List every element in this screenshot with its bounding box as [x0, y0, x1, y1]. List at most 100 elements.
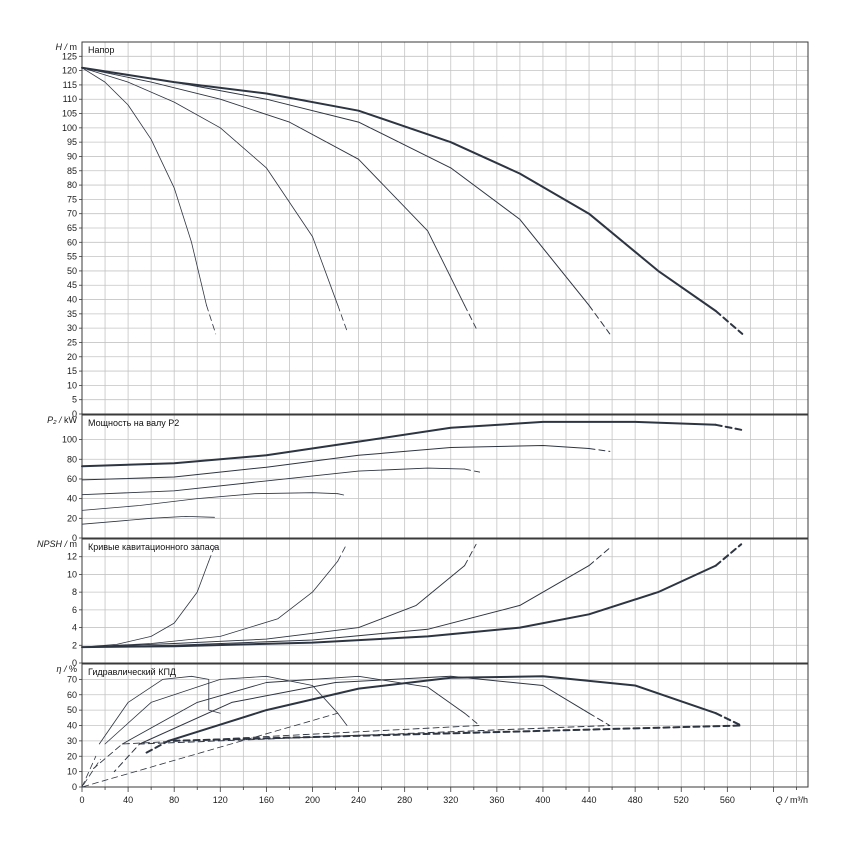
x-tick-label: 560: [720, 795, 735, 805]
curve-1-dashed: [208, 543, 217, 562]
y-tick-label: 10: [67, 380, 77, 390]
y-tick-label: 12: [67, 552, 77, 562]
curve-2: [81, 560, 339, 648]
y-tick-label: 0: [72, 658, 77, 668]
y-tick-label: 20: [67, 352, 77, 362]
grid: [82, 664, 808, 787]
curve-5-dashed: [714, 310, 744, 335]
curve-4: [139, 675, 590, 745]
y-tick-label: 125: [62, 51, 77, 61]
curve-3-dashed: [464, 304, 477, 329]
panel-title: Мощность на валу P2: [88, 418, 179, 428]
y-tick-label: 65: [67, 223, 77, 233]
y-tick-label: 8: [72, 587, 77, 597]
x-tick-label: 200: [305, 795, 320, 805]
panel-1: 0 5 10 15 20 25 30 35 40 45 50 55 60 65 70 75 80 85 90 95 10…: [55, 41, 809, 419]
curve-5: [81, 66, 717, 312]
curve-5: [81, 420, 717, 468]
y-tick-label: 40: [67, 295, 77, 305]
panel-title: Напор: [88, 45, 114, 55]
y-tick-label: 0: [72, 533, 77, 543]
y-tick-label: 80: [67, 454, 77, 464]
x-tick-label: 360: [489, 795, 504, 805]
y-tick-label: 85: [67, 166, 77, 176]
panel-4: 0 10 20 30 40 50 60 70η / % Гидравлический КПД 0 4…: [56, 663, 809, 805]
curve-4-dashed: [588, 547, 611, 567]
y-tick-label: 120: [62, 66, 77, 76]
curve-2: [104, 675, 339, 745]
y-axis-label: NPSH / m: [37, 539, 77, 549]
curve-4-dashed: [588, 304, 611, 335]
y-axis-label: H / m: [55, 42, 77, 52]
y-tick-label: 100: [62, 123, 77, 133]
curve-5: [81, 564, 717, 649]
y-tick-label: 2: [72, 640, 77, 650]
curve-3: [81, 565, 466, 648]
x-tick-label: 240: [351, 795, 366, 805]
y-tick-label: 5: [72, 395, 77, 405]
x-tick-label: 320: [443, 795, 458, 805]
panel-title: Гидравлический КПД: [88, 667, 176, 677]
x-tick-label: 120: [213, 795, 228, 805]
y-tick-label: 10: [67, 569, 77, 579]
y-tick-label: 110: [63, 94, 77, 104]
y-tick-label: 0: [72, 409, 77, 419]
y-tick-label: 105: [62, 109, 77, 119]
y-tick-label: 45: [67, 280, 77, 290]
x-tick-label: 40: [123, 795, 133, 805]
x-axis-label: Q / m³/h: [775, 795, 808, 805]
y-tick-label: 55: [67, 252, 77, 262]
panel-frame: [81, 414, 809, 539]
curve-3: [81, 67, 466, 306]
curve-2: [81, 67, 339, 306]
curve-5-dashed: [714, 543, 743, 567]
y-axis-label: P₂ / kW: [47, 415, 77, 425]
curve-2-dashed: [81, 712, 348, 788]
y-tick-label: 35: [67, 309, 77, 319]
curve-5: [167, 675, 717, 742]
x-tick-label: 160: [259, 795, 274, 805]
y-tick-label: 25: [67, 337, 77, 347]
grid: [82, 415, 808, 538]
curve-3-dashed: [464, 468, 481, 473]
y-tick-label: 20: [67, 513, 77, 523]
y-tick-label: 70: [67, 674, 77, 684]
curve-5-dashed: [714, 423, 743, 431]
y-tick-label: 30: [67, 736, 77, 746]
y-tick-label: 115: [63, 80, 77, 90]
x-tick-label: 520: [674, 795, 689, 805]
curve-2-dashed: [337, 543, 348, 562]
curve-1: [81, 67, 207, 306]
y-tick-label: 0: [72, 782, 77, 792]
y-tick-label: 90: [67, 151, 77, 161]
y-tick-label: 70: [67, 209, 77, 219]
curve-3-dashed: [93, 712, 481, 769]
curve-1: [81, 560, 210, 648]
panel-3: 0 2 4 6 8 10 12 NPSH / m Кривые кавитационного з…: [37, 538, 809, 668]
curve-3: [81, 467, 466, 496]
x-tick-label: 440: [582, 795, 597, 805]
y-tick-label: 15: [67, 366, 77, 376]
x-tick-label: 400: [535, 795, 550, 805]
y-tick-label: 40: [67, 721, 77, 731]
y-axis-label: η / %: [56, 664, 77, 674]
curve-5-dashed: [144, 712, 743, 755]
y-tick-label: 80: [67, 180, 77, 190]
x-tick-label: 480: [628, 795, 643, 805]
y-tick-label: 4: [72, 623, 77, 633]
grid: [82, 42, 808, 414]
y-tick-label: 75: [67, 194, 77, 204]
curve-3-dashed: [464, 543, 477, 567]
curve-2-dashed: [337, 493, 348, 497]
y-tick-label: 50: [67, 705, 77, 715]
curve-4-dashed: [113, 712, 611, 773]
curve-1: [98, 675, 221, 745]
curve-4: [81, 445, 590, 481]
y-tick-label: 95: [67, 137, 77, 147]
x-tick-label: 80: [169, 795, 179, 805]
y-tick-label: 10: [67, 767, 77, 777]
panel-2: 0 20 40 60 80 100 P₂ / kW Мощность на валу P2: [47, 414, 809, 543]
curve-2: [81, 492, 339, 511]
